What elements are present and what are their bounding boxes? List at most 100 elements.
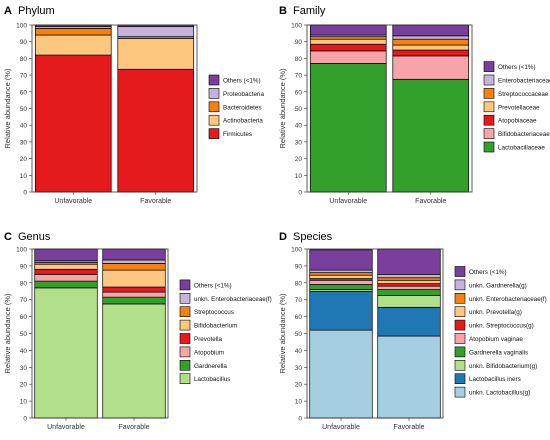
legend-label: Enterobacteriaceae — [498, 78, 550, 85]
panel-b: B Family Relative abundance (%) 0 10 20 30 40 50… — [278, 5, 550, 205]
y-tick-label: 40 — [295, 348, 303, 355]
legend-label: Bacteroidetes — [223, 104, 262, 111]
panel-title: Family — [293, 5, 326, 17]
y-tick-label: 0 — [23, 416, 27, 423]
y-tick-label: 30 — [295, 139, 303, 146]
bar-segment-atopobium — [102, 291, 166, 298]
bar-segment-gardnerella — [102, 296, 166, 305]
legend-swatch — [179, 333, 191, 344]
y-tick-label: 80 — [20, 280, 28, 287]
panel-letter: B — [279, 5, 287, 17]
legend-label: unkn. Prevotella(g) — [469, 309, 522, 316]
y-tick-label: 70 — [295, 73, 303, 80]
bar-segment-others-1 — [309, 249, 373, 271]
y-tick-label: 100 — [291, 247, 302, 254]
legend-label: Atopobium vaginae — [469, 336, 523, 343]
legend-label: Lactobacillus iners — [469, 376, 521, 383]
x-tick-label: Favorable — [118, 424, 149, 431]
legend-label: Bifidobacteriaceae — [498, 131, 550, 138]
bar-segment-lactobacillus-iners — [377, 306, 441, 337]
y-tick-label: 90 — [20, 39, 28, 46]
bar-segment-unkn-enterobacteriaceae-f — [309, 272, 373, 276]
legend-label: Gardnerella vaginalis — [469, 349, 528, 356]
legend-swatch — [179, 306, 191, 317]
bar-segment-unkn-lactobacillus-g — [377, 335, 441, 419]
x-tick-label: Favorable — [393, 424, 424, 431]
y-tick-label: 80 — [295, 56, 303, 63]
legend-swatch — [483, 114, 495, 126]
y-tick-label: 30 — [295, 365, 303, 372]
legend-label: Streptococcaceae — [498, 91, 549, 98]
bar-segment-enterobacteriaceae — [392, 35, 470, 40]
legend-label: unkn. Bifidobacterium(g) — [469, 363, 537, 370]
legend-swatch — [179, 373, 191, 384]
legend-swatch — [454, 279, 466, 291]
bar-segment-bifidobacteriaceae — [309, 50, 387, 64]
panel-title: Phylum — [18, 5, 55, 17]
legend-label: unkn. Gardnerella(g) — [469, 282, 527, 289]
legend-swatch — [454, 360, 466, 371]
panel-c: C Genus Relative abundance (%) 0 10 20 30 40 50 6… — [3, 231, 272, 431]
panel-letter: D — [279, 231, 287, 243]
legend-label: Others (<1%) — [194, 282, 232, 289]
legend-label: unkn. Enterobacteriaceae(f) — [469, 296, 547, 303]
bar-segment-actinobacteria — [117, 38, 195, 70]
bar-segment-unkn-streptococcus-g — [377, 283, 441, 287]
y-tick-label: 30 — [20, 365, 28, 372]
x-tick-label: Unfavorable — [54, 198, 92, 205]
bar-segment-others-1 — [102, 248, 166, 261]
bar-segment-others-1 — [34, 248, 98, 262]
y-tick-label: 40 — [20, 348, 28, 355]
y-tick-label: 50 — [20, 106, 28, 113]
legend-swatch — [179, 346, 191, 358]
legend-swatch — [483, 88, 495, 99]
y-tick-label: 80 — [20, 56, 28, 63]
y-tick-label: 100 — [16, 247, 27, 254]
panel-title: Species — [293, 231, 333, 243]
bar-segment-actinobacteria — [34, 34, 112, 56]
bar-segment-firmicutes — [34, 54, 112, 193]
legend-swatch — [483, 128, 495, 139]
bar-segment-unkn-gardnerella-g — [309, 269, 373, 274]
y-tick-label: 90 — [20, 263, 28, 270]
x-tick-label: Favorable — [140, 198, 171, 205]
plot-frame — [31, 248, 169, 419]
legend-swatch — [454, 266, 466, 277]
bar-segment-bifidobacterium — [102, 269, 166, 288]
y-tick-label: 100 — [291, 23, 302, 30]
legend-swatch — [454, 306, 466, 317]
x-tick-label: Unfavorable — [47, 424, 85, 431]
y-axis-label: Relative abundance (%) — [278, 68, 287, 149]
legend-swatch — [208, 88, 220, 99]
bar-segment-atopobiaceae — [309, 43, 387, 52]
bar-segment-prevotella — [34, 268, 98, 275]
legend-label: Actinobacteria — [223, 118, 263, 125]
bar-segment-bifidobacteriaceae — [392, 55, 470, 80]
bar-segment-lactobacillus-iners — [309, 290, 373, 331]
bar-segment-bacteroidetes — [34, 27, 112, 36]
plot-frame — [306, 24, 473, 193]
y-tick-label: 50 — [295, 106, 303, 113]
legend-label: Others (<1%) — [223, 78, 261, 85]
y-tick-label: 80 — [295, 280, 303, 287]
legend-swatch — [208, 128, 220, 139]
bar-segment-prevotellaceae — [309, 38, 387, 45]
bar-segment-atopobium-vaginae — [377, 285, 441, 290]
y-tick-label: 20 — [295, 382, 303, 389]
legend-swatch — [208, 114, 220, 126]
y-tick-label: 70 — [295, 297, 303, 304]
bar-segment-unkn-enterobacteriaceae-f — [377, 277, 441, 281]
legend-label: unkn. Lactobacillus(g) — [469, 390, 530, 397]
plot-frame — [31, 24, 198, 193]
y-tick-label: 60 — [20, 314, 28, 321]
legend-swatch — [208, 101, 220, 113]
x-tick-label: Unfavorable — [322, 424, 360, 431]
legend-label: Prevotella — [194, 336, 222, 343]
legend-swatch — [208, 74, 220, 86]
y-tick-label: 60 — [295, 89, 303, 96]
legend-label: Atopobiaceae — [498, 118, 537, 125]
legend-label: Prevotellaceae — [498, 104, 540, 111]
panel-a: A Phylum Relative abundance (%) 0 10 20 30 40 50… — [3, 5, 264, 205]
y-tick-label: 10 — [20, 173, 28, 180]
